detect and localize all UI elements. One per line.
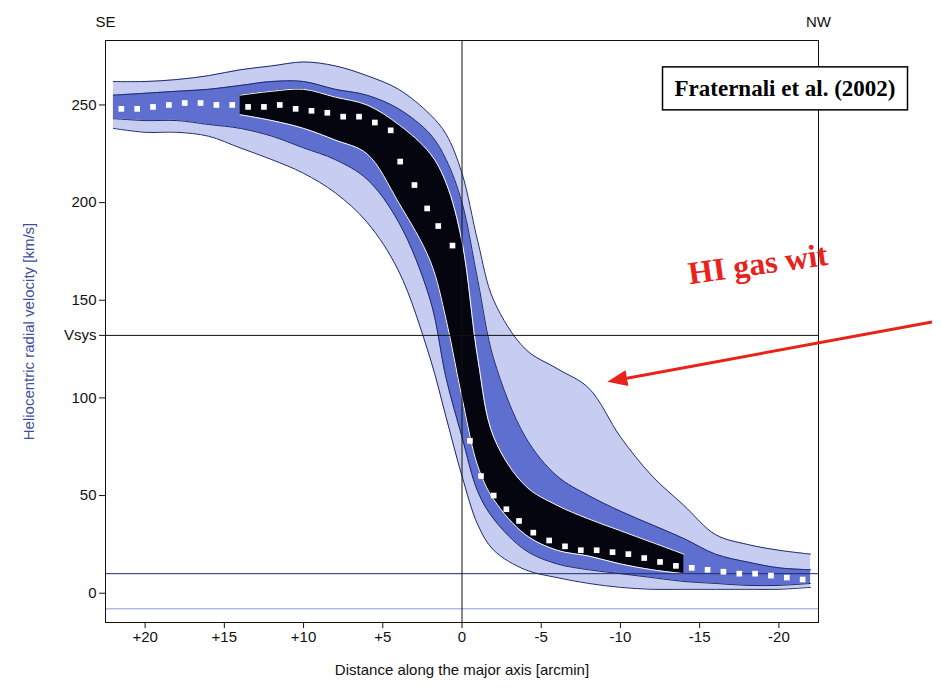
svg-text:-15: -15	[689, 628, 711, 645]
svg-text:HI gas wit: HI gas wit	[686, 236, 830, 291]
svg-text:0: 0	[88, 584, 96, 601]
svg-text:Fraternali et al. (2002): Fraternali et al. (2002)	[675, 76, 896, 101]
svg-text:50: 50	[80, 486, 97, 503]
svg-text:-20: -20	[768, 628, 790, 645]
svg-text:+20: +20	[132, 628, 157, 645]
svg-text:+5: +5	[374, 628, 391, 645]
svg-text:SE: SE	[95, 13, 115, 30]
svg-text:+10: +10	[291, 628, 316, 645]
svg-text:150: 150	[71, 291, 96, 308]
svg-text:200: 200	[71, 193, 96, 210]
svg-text:Vsys: Vsys	[64, 326, 97, 343]
svg-text:+15: +15	[212, 628, 237, 645]
svg-text:-5: -5	[535, 628, 548, 645]
svg-text:100: 100	[71, 389, 96, 406]
svg-text:250: 250	[71, 96, 96, 113]
svg-text:0: 0	[458, 628, 466, 645]
svg-text:Heliocentric radial velocity [: Heliocentric radial velocity [km/s]	[20, 223, 37, 441]
svg-text:NW: NW	[806, 13, 832, 30]
svg-text:-10: -10	[610, 628, 632, 645]
svg-text:Distance along the major axis: Distance along the major axis [arcmin]	[335, 661, 589, 678]
